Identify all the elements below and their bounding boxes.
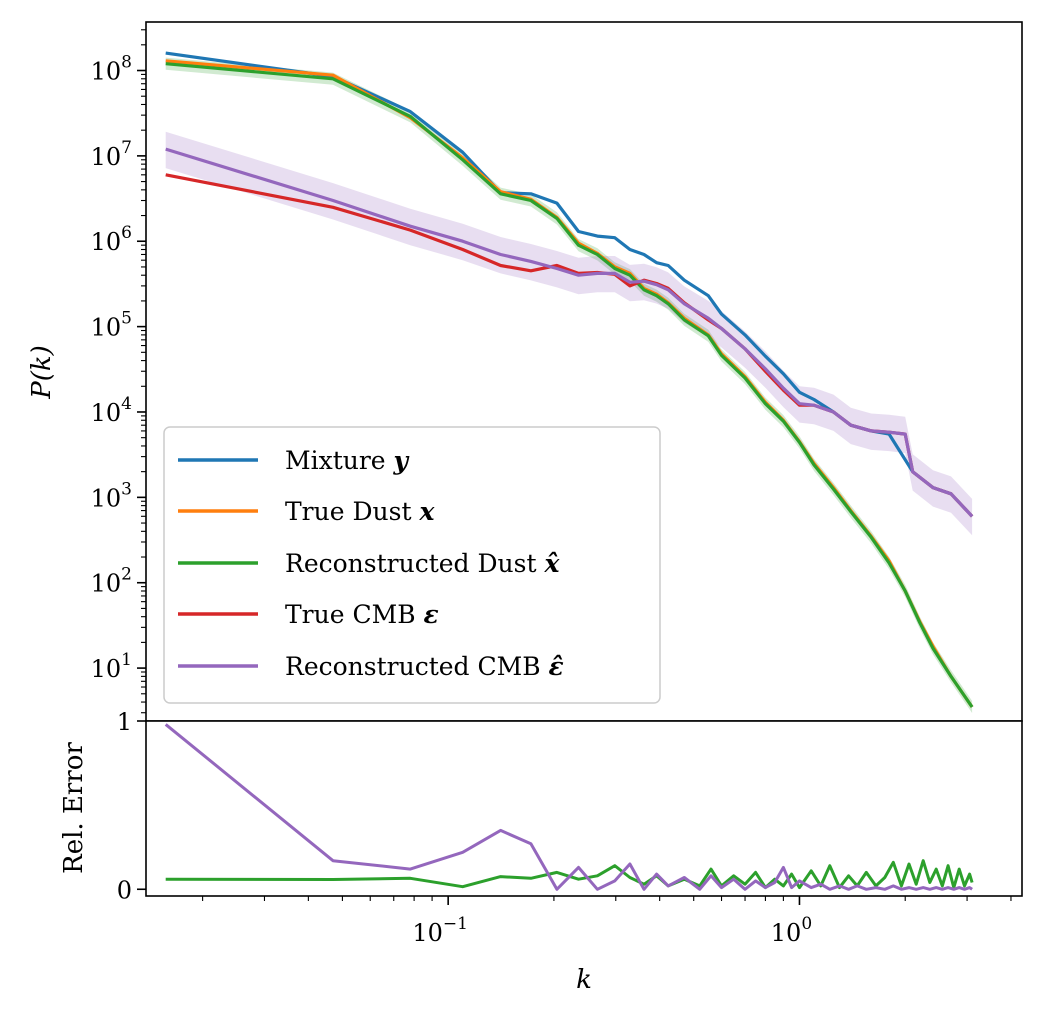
top-series-lines (165, 51, 974, 708)
bottom-y-tick-label: 0 (117, 876, 132, 904)
legend-label-reconstructed-dust: Reconstructed Dust x̂ (285, 549, 560, 578)
line-reconstructed-cmb (165, 147, 974, 518)
bottom-y-ticks: 01 (117, 708, 146, 904)
error-line-reconstructed-cmb (164, 723, 973, 891)
bottom-plot-area (146, 721, 1022, 896)
legend-entry-reconstructed-cmb: Reconstructed CMB ε̂ (178, 652, 564, 681)
relative-error-panel: 01 10−1 100 (117, 708, 1023, 947)
top-y-tick-label: 104 (91, 394, 132, 427)
top-y-ticks: 101 102 103 104 105 106 107 108 (91, 29, 146, 714)
bottom-x-ticks: 10−1 100 (202, 896, 1012, 947)
x-tick-label: 10−1 (412, 914, 468, 947)
legend-entry-mixture: Mixture y (178, 446, 410, 475)
top-y-tick-label: 102 (91, 565, 132, 598)
legend-entry-true-dust: True Dust x (178, 497, 435, 526)
line-reconstructed-dust (165, 62, 974, 708)
x-tick-label: 100 (771, 914, 812, 947)
bottom-y-tick-label: 1 (117, 708, 132, 736)
legend-entry-reconstructed-dust: Reconstructed Dust x̂ (178, 549, 560, 578)
legend-entry-true-cmb: True CMB ε (178, 600, 439, 629)
top-y-tick-label: 105 (91, 309, 132, 342)
legend-label-true-cmb: True CMB ε (285, 600, 439, 629)
legend-label-mixture: Mixture y (285, 446, 410, 475)
legend-label-true-dust: True Dust x (285, 497, 435, 526)
top-y-tick-label: 107 (91, 138, 132, 171)
x-axis-label: k (576, 965, 592, 995)
error-line-reconstructed-dust (165, 859, 974, 890)
top-y-tick-label: 106 (91, 223, 132, 256)
uncertainty-bands (165, 57, 973, 714)
top-y-tick-label: 108 (91, 53, 132, 86)
top-y-axis-label: P(k) (27, 345, 57, 400)
legend: Mixture y True Dust x Reconstructed Dust… (163, 426, 661, 704)
bottom-series-lines (164, 723, 974, 891)
bottom-plot-frame (145, 720, 1023, 897)
bottom-y-axis-label: Rel. Error (59, 742, 89, 874)
legend-box (163, 426, 661, 704)
band-reconstructed-cmb (165, 131, 973, 536)
top-y-tick-label: 103 (91, 479, 132, 512)
top-y-tick-label: 101 (91, 650, 132, 683)
legend-label-reconstructed-cmb: Reconstructed CMB ε̂ (285, 652, 564, 681)
